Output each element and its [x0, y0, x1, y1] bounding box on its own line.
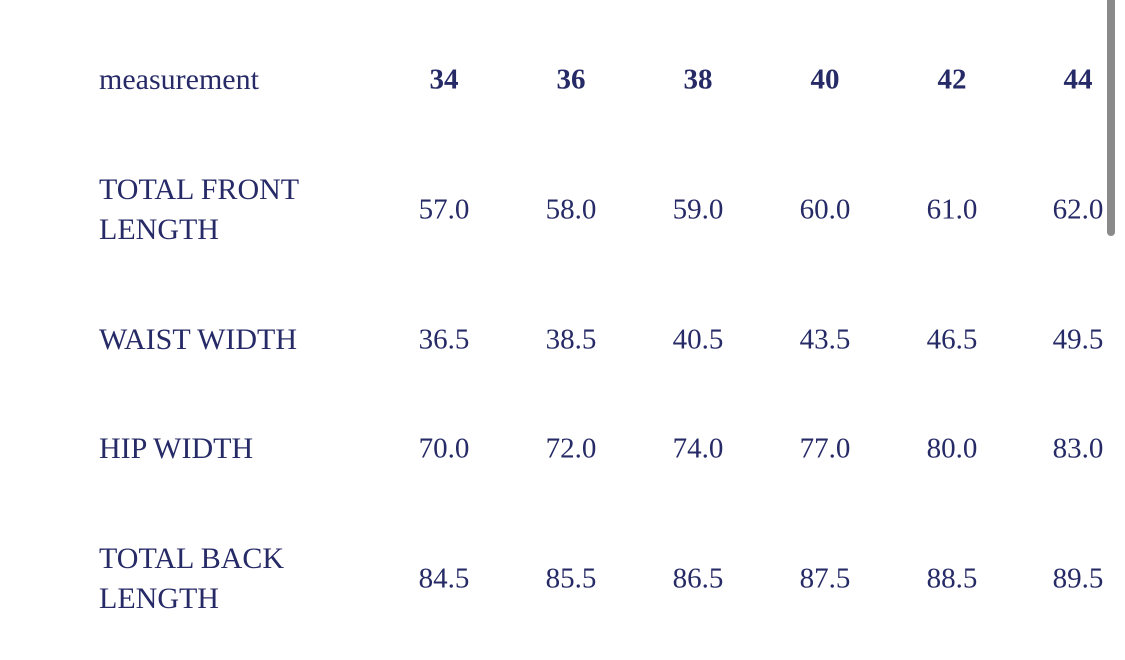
measurement-value: 83.0	[1052, 432, 1104, 465]
measurement-value: 88.5	[926, 562, 978, 595]
measurement-value: 49.5	[1052, 323, 1104, 356]
measurement-value: 72.0	[545, 432, 597, 465]
measurement-value: 80.0	[926, 432, 978, 465]
row-label: WAIST WIDTH	[99, 323, 298, 356]
measurement-value: 59.0	[672, 193, 724, 226]
measurement-value: 46.5	[926, 323, 978, 356]
size-header: 38	[683, 63, 713, 96]
size-header: 34	[429, 63, 459, 96]
scrollbar[interactable]	[1107, 0, 1115, 236]
measurement-value: 60.0	[799, 193, 851, 226]
measurement-value: 36.5	[418, 323, 470, 356]
measurement-value: 40.5	[672, 323, 724, 356]
measurement-value: 77.0	[799, 432, 851, 465]
measurement-value: 86.5	[672, 562, 724, 595]
measurement-value: 84.5	[418, 562, 470, 595]
measurement-value: 58.0	[545, 193, 597, 226]
header-label: measurement	[99, 63, 259, 96]
measurement-value: 74.0	[672, 432, 724, 465]
measurement-value: 87.5	[799, 562, 851, 595]
row-label: HIP WIDTH	[99, 432, 254, 465]
measurement-value: 70.0	[418, 432, 470, 465]
row-label: TOTAL BACK LENGTH	[99, 542, 285, 615]
measurement-value: 38.5	[545, 323, 597, 356]
size-header: 44	[1063, 63, 1093, 96]
measurement-value: 43.5	[799, 323, 851, 356]
size-header: 36	[556, 63, 586, 96]
size-header: 40	[810, 63, 840, 96]
measurement-value: 89.5	[1052, 562, 1104, 595]
measurement-value: 62.0	[1052, 193, 1104, 226]
measurement-value: 85.5	[545, 562, 597, 595]
size-header: 42	[937, 63, 967, 96]
measurement-value: 61.0	[926, 193, 978, 226]
row-label: TOTAL FRONT LENGTH	[99, 173, 299, 246]
measurement-value: 57.0	[418, 193, 470, 226]
